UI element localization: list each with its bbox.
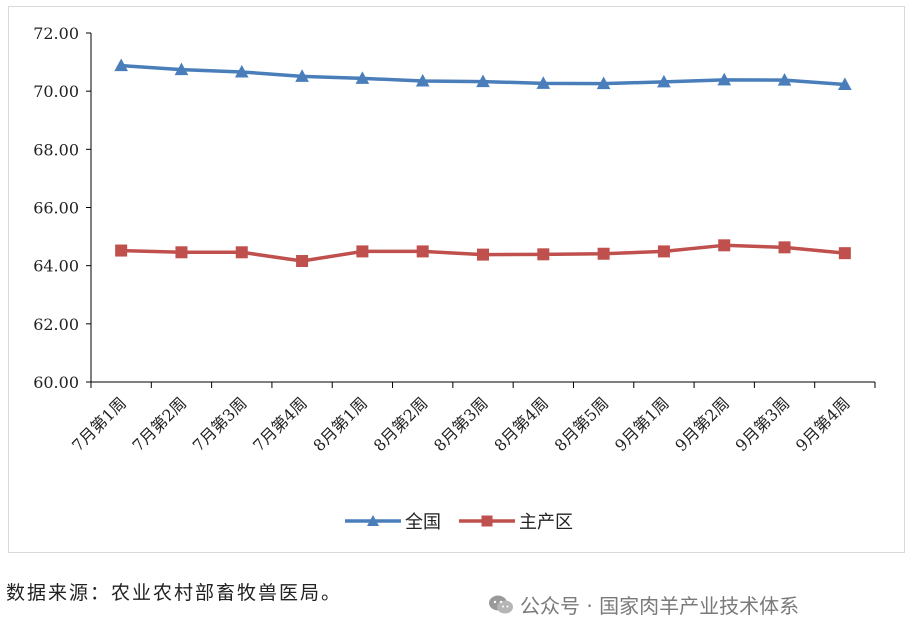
x-tick-label: 8月第2周 xyxy=(370,393,432,455)
data-point-triangle xyxy=(355,71,370,84)
y-tick-label: 70.00 xyxy=(33,82,79,101)
y-tick-label: 62.00 xyxy=(33,315,79,334)
legend-label-0: 全国 xyxy=(405,512,441,533)
line-chart: 60.00 62.00 64.00 66.00 68.00 70.00 72.00 7月第1周… xyxy=(33,24,876,533)
data-point-triangle xyxy=(536,76,551,89)
watermark-text: 公众号 · 国家肉羊产业技术体系 xyxy=(520,594,800,618)
x-tick-label: 9月第3周 xyxy=(732,393,794,455)
data-point-square xyxy=(597,247,610,260)
x-tick-label: 8月第5周 xyxy=(551,393,613,455)
x-tick-label: 7月第3周 xyxy=(189,393,251,455)
x-tick-label: 7月第4周 xyxy=(249,393,311,455)
data-point-square xyxy=(838,247,851,260)
data-point-triangle xyxy=(717,72,732,86)
chart-frame: 60.00 62.00 64.00 66.00 68.00 70.00 72.00 7月第1周… xyxy=(8,6,905,553)
data-point-square xyxy=(718,239,731,252)
data-point-square xyxy=(657,245,670,258)
legend-label-1: 主产区 xyxy=(519,512,573,533)
data-point-triangle xyxy=(234,64,249,78)
data-point-square xyxy=(175,246,188,259)
data-point-square xyxy=(115,244,128,257)
data-point-triangle xyxy=(114,58,128,72)
x-tick-label: 8月第3周 xyxy=(430,393,492,455)
x-tick-label: 9月第2周 xyxy=(671,393,733,455)
y-tick-label: 66.00 xyxy=(33,199,79,218)
data-point-triangle xyxy=(838,77,852,90)
data-point-triangle xyxy=(657,74,671,88)
data-point-triangle xyxy=(174,62,189,76)
source-note: 数据来源：农业农村部畜牧兽医局。 xyxy=(6,582,343,604)
data-point-square xyxy=(778,241,791,254)
legend-marker-square xyxy=(481,515,493,527)
watermark: 公众号 · 国家肉羊产业技术体系 xyxy=(488,590,799,619)
legend-marker-triangle xyxy=(367,515,379,526)
x-tick-label: 8月第4周 xyxy=(490,393,552,455)
data-point-triangle xyxy=(295,69,309,82)
data-point-triangle xyxy=(415,73,430,87)
y-tick-label: 72.00 xyxy=(33,24,79,43)
y-tick-label: 60.00 xyxy=(33,373,79,392)
data-point-triangle xyxy=(596,76,611,90)
data-point-triangle xyxy=(777,73,792,86)
data-point-square xyxy=(356,245,369,258)
data-point-square xyxy=(296,255,309,268)
wechat-icon xyxy=(489,595,513,613)
data-point-square xyxy=(416,245,429,258)
x-tick-label: 9月第1周 xyxy=(611,393,673,455)
x-tick-label: 7月第2周 xyxy=(129,393,191,455)
data-point-triangle xyxy=(476,74,490,88)
data-point-square xyxy=(537,248,550,261)
x-tick-label: 8月第1周 xyxy=(309,393,371,455)
x-tick-label: 9月第4周 xyxy=(792,393,854,455)
data-point-square xyxy=(477,248,489,261)
y-tick-label: 64.00 xyxy=(33,257,79,276)
y-tick-label: 68.00 xyxy=(33,140,79,159)
data-point-square xyxy=(235,246,248,259)
x-tick-label: 7月第1周 xyxy=(68,393,130,455)
